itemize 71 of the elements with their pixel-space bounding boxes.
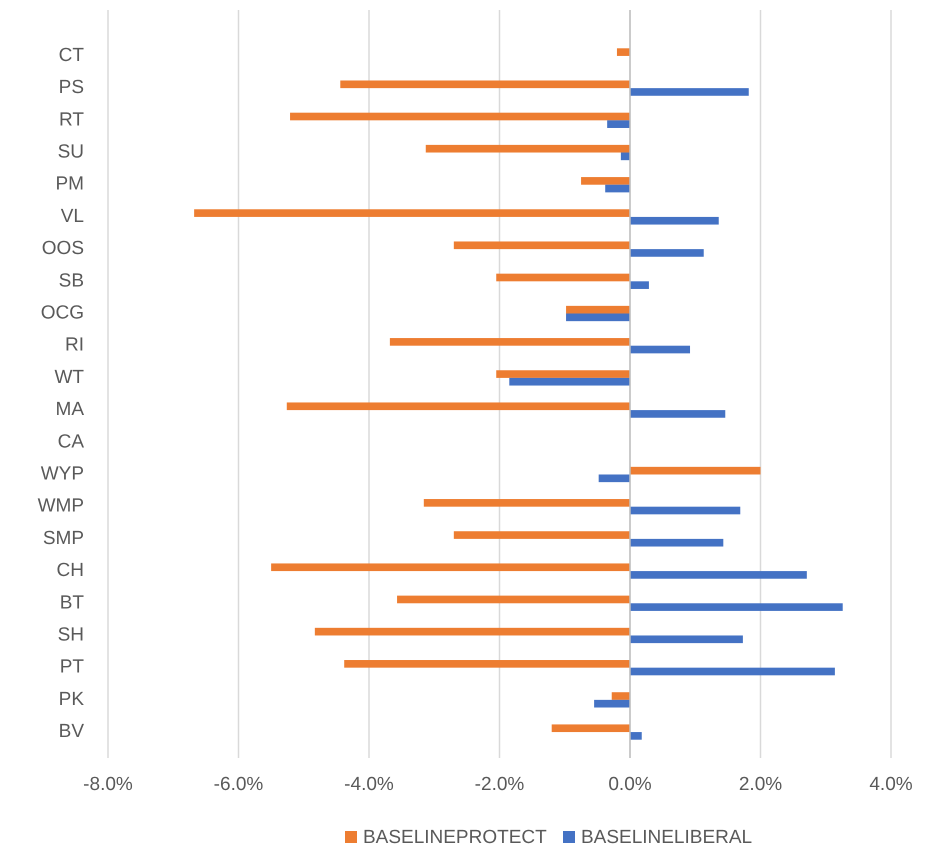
x-tick-label: 2.0% xyxy=(738,774,782,795)
bar xyxy=(581,177,630,185)
y-tick-label: SB xyxy=(58,270,84,292)
bar xyxy=(620,152,630,160)
legend-label: BASELINELIBERAL xyxy=(581,827,752,848)
y-tick-label: WT xyxy=(54,366,84,388)
y-tick-label: PM xyxy=(56,174,84,195)
y-tick-label: PS xyxy=(58,77,84,98)
bar xyxy=(630,506,740,514)
y-tick-label: PK xyxy=(58,688,84,710)
x-tick-label: -2.0% xyxy=(474,774,524,795)
x-tick-label: 0.0% xyxy=(608,774,652,795)
bar xyxy=(612,692,630,700)
x-tick-label: -4.0% xyxy=(344,774,394,795)
bar xyxy=(630,603,843,611)
y-tick-label: SU xyxy=(58,142,84,163)
x-tick-label: -6.0% xyxy=(214,774,264,795)
y-tick-label: OCG xyxy=(40,302,84,324)
y-tick-label: WYP xyxy=(40,464,84,485)
bar xyxy=(194,209,630,217)
bar xyxy=(566,314,630,322)
y-tick-label: RT xyxy=(59,109,84,130)
bar xyxy=(496,274,630,282)
bar xyxy=(426,144,630,153)
bar xyxy=(630,635,743,644)
bar xyxy=(630,466,760,474)
bar xyxy=(454,241,630,250)
x-tick-label: -8.0% xyxy=(83,774,133,795)
bar xyxy=(630,346,690,354)
y-tick-label: WMP xyxy=(38,496,84,517)
bar xyxy=(605,184,630,192)
bar xyxy=(314,628,630,636)
bar xyxy=(630,668,835,676)
bar xyxy=(424,499,630,507)
bar xyxy=(630,88,749,96)
bar xyxy=(630,571,807,579)
y-tick-label: CT xyxy=(58,44,84,66)
bar xyxy=(344,660,630,668)
bar xyxy=(552,724,630,732)
y-tick-label: VL xyxy=(60,206,84,227)
y-tick-label: CA xyxy=(58,431,84,452)
bar xyxy=(566,306,630,314)
y-tick-label: MA xyxy=(56,399,84,420)
y-tick-label: BT xyxy=(60,592,84,614)
bar xyxy=(271,563,630,572)
bar xyxy=(630,281,649,289)
bar xyxy=(598,474,630,482)
bar xyxy=(290,112,630,120)
y-tick-label: CH xyxy=(56,560,84,582)
y-tick-label: OOS xyxy=(42,238,84,260)
x-tick-label: 4.0% xyxy=(869,774,913,795)
bar xyxy=(397,596,630,604)
y-tick-label: RI xyxy=(65,334,84,356)
bar xyxy=(390,338,630,346)
bar xyxy=(630,216,719,225)
bar xyxy=(454,531,630,539)
bar xyxy=(630,249,704,257)
legend-label: BASELINEPROTECT xyxy=(363,827,548,848)
bar xyxy=(607,120,630,128)
bar xyxy=(509,378,630,386)
bar xyxy=(340,80,630,88)
y-tick-label: SMP xyxy=(42,528,84,549)
y-tick-label: PT xyxy=(60,656,84,678)
y-tick-label: BV xyxy=(58,721,84,742)
bar xyxy=(594,700,630,708)
bar xyxy=(616,48,630,56)
bar xyxy=(630,410,726,418)
bar xyxy=(496,370,630,378)
bar xyxy=(286,402,630,410)
bar xyxy=(630,538,724,547)
y-tick-label: SH xyxy=(58,624,84,646)
